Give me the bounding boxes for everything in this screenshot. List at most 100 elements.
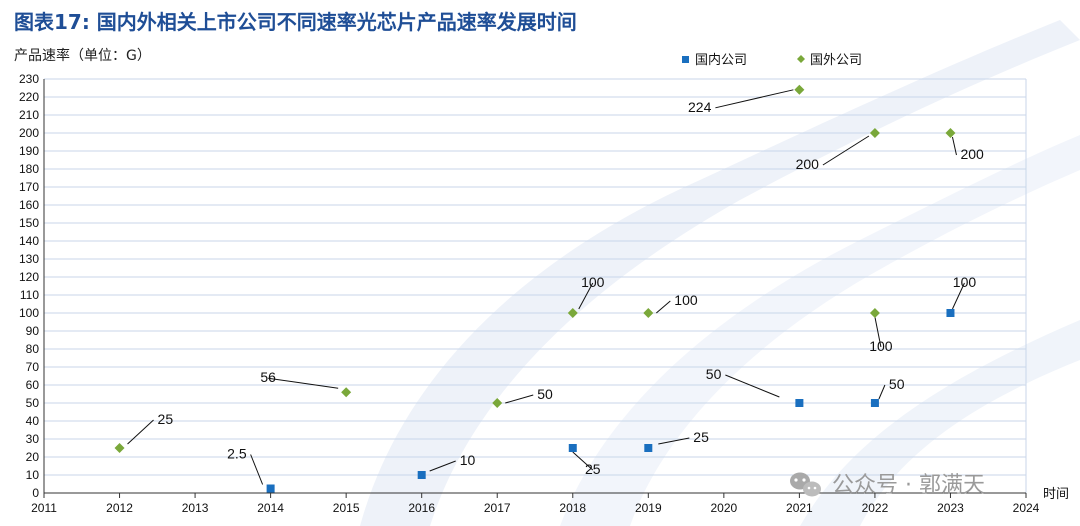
label-leader-line	[127, 419, 154, 445]
y-tick-label: 60	[26, 378, 40, 392]
foreign-point-marker	[114, 443, 125, 453]
y-tick-labels: 0 10 20 30 40 50 60 70 80 90 100 110 120 130 140 150 160…	[19, 72, 39, 500]
x-tick-labels: 2011 2012 2013 2014 2015 2016 2017 2018 2019 2020…	[31, 501, 1040, 515]
data-points	[114, 84, 956, 493]
x-tick-label: 2014	[257, 501, 284, 515]
y-axis-title: 产品速率（单位：G）	[14, 48, 151, 64]
label-leader-line	[268, 377, 339, 389]
y-tick-label: 0	[32, 486, 39, 500]
data-label: 100	[581, 274, 605, 290]
label-leader-line	[655, 300, 671, 314]
x-tick-label: 2012	[106, 501, 133, 515]
label-leader-line	[952, 282, 965, 310]
foreign-point-marker	[341, 387, 352, 398]
x-tick-label: 2020	[710, 501, 737, 515]
foreign-point-marker	[567, 308, 578, 318]
y-tick-label: 100	[19, 306, 39, 320]
y-tick-label: 10	[26, 468, 40, 482]
data-label: 50	[537, 386, 553, 402]
data-label: 200	[796, 156, 820, 172]
y-tick-label: 130	[19, 252, 39, 266]
y-tick-label: 50	[26, 396, 40, 410]
label-leader-line	[250, 454, 264, 485]
label-leader-line	[878, 384, 886, 400]
foreign-point-marker	[492, 398, 503, 408]
y-tick-label: 90	[26, 324, 40, 338]
data-label: 224	[688, 99, 712, 115]
label-leader-line	[658, 437, 690, 445]
background-swoosh-decoration	[360, 20, 1080, 526]
y-tick-label: 70	[26, 360, 40, 374]
legend-foreign-marker	[797, 55, 805, 63]
watermark: 公众号 · 郭满天	[790, 472, 985, 498]
y-tick-label: 80	[26, 342, 40, 356]
label-leader-line	[429, 460, 456, 472]
label-leader-line	[715, 89, 794, 109]
figure-title: 图表17: 国内外相关上市公司不同速率光芯片产品速率发展时间	[14, 10, 577, 34]
label-leader-line	[725, 374, 780, 398]
y-tick-label: 40	[26, 414, 40, 428]
gridlines	[44, 78, 1027, 493]
y-tick-label: 170	[19, 180, 39, 194]
label-leader-line	[578, 282, 594, 310]
x-tick-label: 2015	[333, 501, 360, 515]
data-label: 100	[869, 338, 893, 354]
domestic-point-marker	[946, 309, 955, 317]
data-label: 25	[158, 411, 174, 427]
y-tick-label: 140	[19, 234, 39, 248]
x-tick-label: 2021	[786, 501, 813, 515]
domestic-point-marker	[795, 399, 804, 407]
y-tick-label: 190	[19, 144, 39, 158]
data-label: 25	[585, 461, 601, 477]
domestic-point-marker	[417, 471, 426, 479]
domestic-point-marker	[266, 484, 275, 493]
foreign-point-marker	[869, 308, 880, 318]
data-label: 50	[889, 376, 905, 392]
y-tick-label: 230	[19, 72, 39, 86]
label-leader-line	[572, 451, 594, 471]
y-tick-label: 120	[19, 270, 39, 284]
label-leader-line	[874, 316, 882, 348]
legend-domestic-marker	[682, 56, 689, 63]
axes	[43, 79, 1027, 498]
domestic-point-marker	[644, 444, 653, 452]
legend-label: 国外公司	[810, 53, 862, 68]
y-tick-label: 220	[19, 90, 39, 104]
domestic-point-marker	[568, 444, 577, 452]
data-label: 10	[460, 452, 476, 468]
domestic-point-marker	[870, 399, 879, 407]
x-axis-title: 时间	[1043, 487, 1069, 502]
data-label: 100	[674, 292, 698, 308]
wechat-icon	[790, 472, 821, 497]
foreign-point-marker	[869, 128, 880, 138]
x-tick-label: 2016	[408, 501, 435, 515]
data-label: 200	[960, 146, 984, 162]
x-tick-label: 2024	[1013, 501, 1040, 515]
data-label: 100	[953, 274, 977, 290]
y-tick-label: 110	[20, 288, 39, 302]
legend: 国内公司 国外公司	[682, 52, 862, 68]
label-leader-line	[951, 136, 957, 156]
label-leader-lines	[127, 89, 965, 485]
y-tick-label: 180	[19, 162, 39, 176]
data-label: 2.5	[227, 446, 247, 462]
label-leader-line	[822, 135, 870, 166]
y-tick-label: 210	[19, 108, 39, 122]
label-leader-line	[505, 394, 534, 404]
data-label: 50	[706, 366, 722, 382]
y-tick-label: 20	[26, 450, 40, 464]
y-tick-label: 150	[19, 216, 39, 230]
x-tick-label: 2019	[635, 501, 662, 515]
foreign-point-marker	[643, 308, 654, 318]
y-tick-label: 160	[19, 198, 39, 212]
x-tick-label: 2023	[937, 501, 964, 515]
x-tick-label: 2018	[559, 501, 586, 515]
data-labels: 2.5 10 25 25 50 50 100 25 56 50 100 100 224 200 100 200	[158, 99, 984, 477]
legend-label: 国内公司	[695, 52, 747, 68]
foreign-point-marker	[945, 128, 956, 138]
y-tick-label: 30	[26, 432, 40, 446]
x-tick-label: 2017	[484, 501, 511, 515]
foreign-point-marker	[794, 84, 805, 95]
x-tick-label: 2011	[31, 501, 57, 515]
